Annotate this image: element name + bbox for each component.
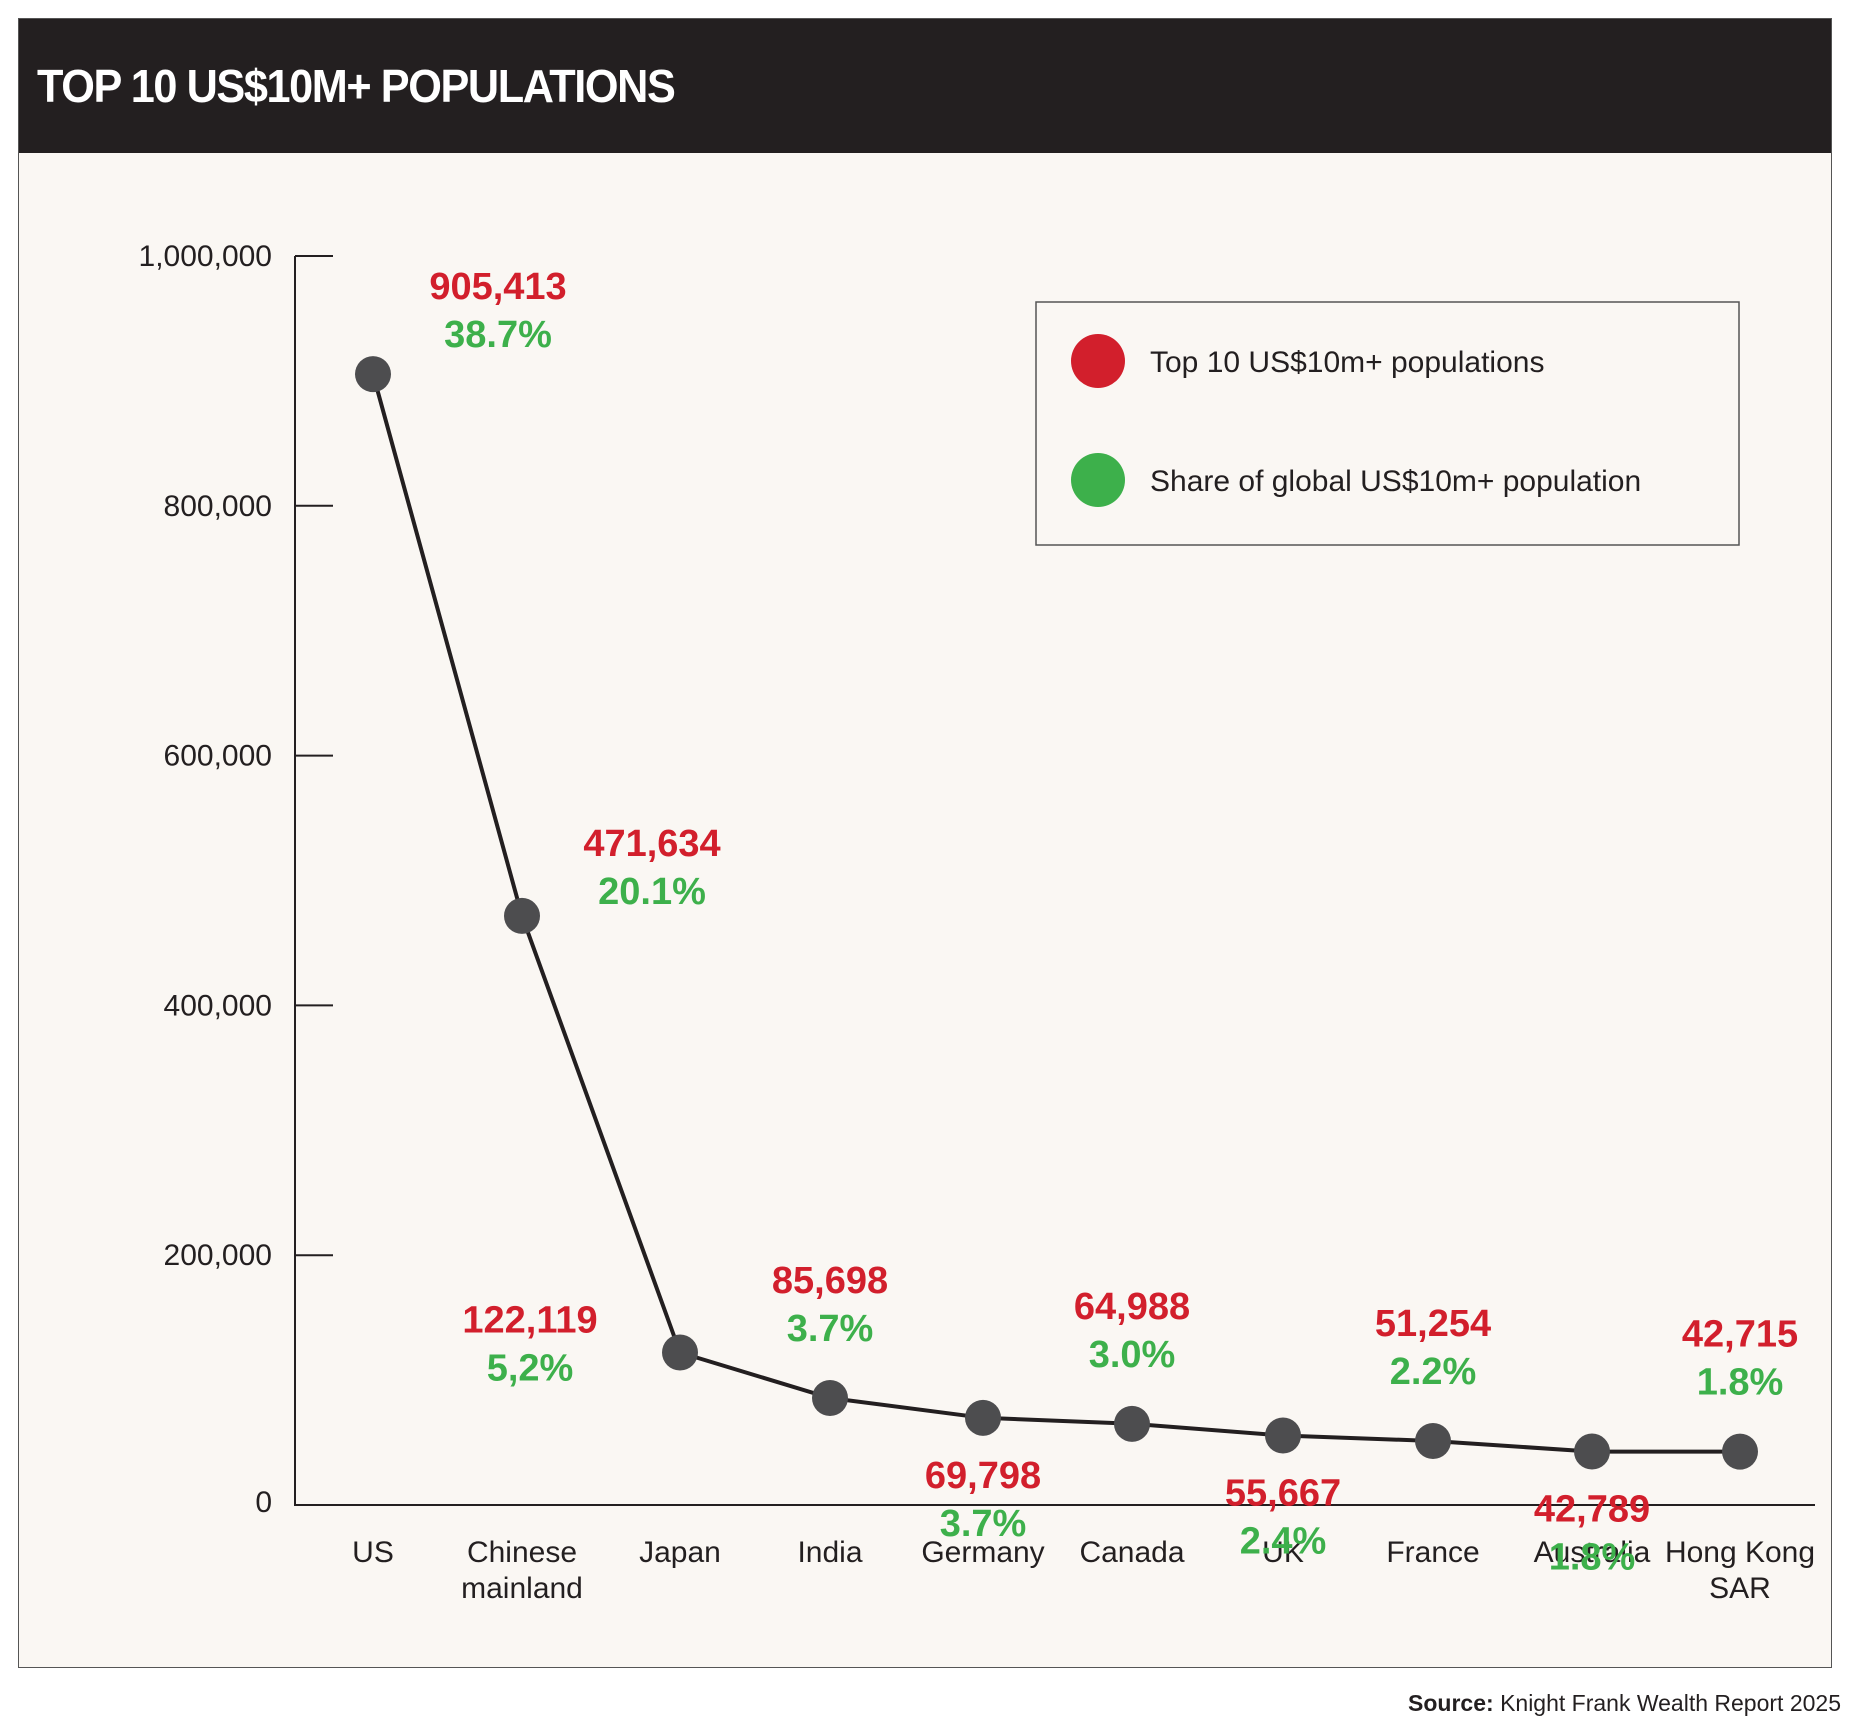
x-tick-label: Japan: [639, 1536, 721, 1569]
data-point: [355, 356, 391, 393]
chart-frame: TOP 10 US$10M+ POPULATIONS: [18, 18, 1832, 1668]
data-point: [1722, 1433, 1758, 1470]
data-label-value: 64,988: [1074, 1286, 1190, 1328]
data-label-value: 51,254: [1375, 1303, 1491, 1345]
x-tick-label: US: [352, 1536, 394, 1569]
data-point: [812, 1379, 848, 1416]
data-label-share: 2.4%: [1240, 1520, 1327, 1562]
y-tick-label: 1,000,000: [139, 240, 272, 273]
legend-marker-share: [1071, 453, 1125, 507]
data-label-share: 5,2%: [487, 1347, 574, 1389]
y-tick-label: 0: [255, 1486, 272, 1519]
data-label-share: 3.7%: [787, 1308, 874, 1350]
y-tick-label: 600,000: [164, 740, 272, 773]
source-text: Knight Frank Wealth Report 2025: [1500, 1690, 1841, 1716]
y-tick-label: 800,000: [164, 490, 272, 523]
data-point: [1415, 1422, 1451, 1459]
data-label-value: 42,789: [1534, 1489, 1650, 1531]
x-tick-label: UK: [1262, 1536, 1304, 1569]
data-label-share: 20.1%: [598, 871, 706, 913]
data-label-share: 38.7%: [444, 314, 552, 356]
x-tick-label: France: [1386, 1536, 1479, 1569]
data-point: [965, 1399, 1001, 1436]
title-bar: TOP 10 US$10M+ POPULATIONS: [19, 19, 1831, 153]
data-label-value: 905,413: [429, 266, 566, 308]
x-tick-label: Canada: [1079, 1536, 1184, 1569]
data-label-share: 3.7%: [940, 1503, 1027, 1545]
data-point: [662, 1334, 698, 1371]
data-label-share: 2.2%: [1390, 1351, 1477, 1393]
legend-box: [1035, 301, 1740, 546]
data-label-share: 1.8%: [1549, 1537, 1636, 1579]
y-tick-label: 400,000: [164, 989, 272, 1022]
x-tick-label: Germany: [921, 1536, 1044, 1569]
source-label: Source:: [1408, 1690, 1494, 1716]
data-label-value: 69,798: [925, 1455, 1041, 1497]
data-point: [1574, 1433, 1610, 1470]
data-label-value: 122,119: [462, 1299, 597, 1341]
y-tick-label: 200,000: [164, 1239, 272, 1272]
legend-marker-population: [1071, 334, 1125, 388]
data-label-share: 1.8%: [1697, 1362, 1784, 1404]
x-tick-label: Australia: [1534, 1536, 1651, 1569]
data-label-value: 471,634: [583, 823, 720, 865]
series-line: [371, 373, 1740, 1454]
x-tick-label: India: [797, 1536, 862, 1569]
data-label-share: 3.0%: [1089, 1334, 1176, 1376]
legend-label-share: Share of global US$10m+ population: [1150, 465, 1641, 498]
data-point: [504, 897, 540, 934]
x-tick-label: Chinese: [467, 1536, 577, 1569]
legend-label-population: Top 10 US$10m+ populations: [1150, 346, 1544, 379]
x-tick-label: SAR: [1709, 1572, 1771, 1605]
source-note: Source: Knight Frank Wealth Report 2025: [1408, 1690, 1841, 1717]
data-label-value: 55,667: [1225, 1472, 1341, 1514]
data-label-value: 42,715: [1682, 1314, 1798, 1356]
x-tick-label: Hong Kong: [1665, 1536, 1815, 1569]
data-label-value: 85,698: [772, 1260, 888, 1302]
data-point: [1265, 1417, 1301, 1454]
data-point: [1114, 1405, 1150, 1442]
chart-title: TOP 10 US$10M+ POPULATIONS: [37, 60, 676, 112]
x-tick-label: mainland: [461, 1572, 583, 1605]
